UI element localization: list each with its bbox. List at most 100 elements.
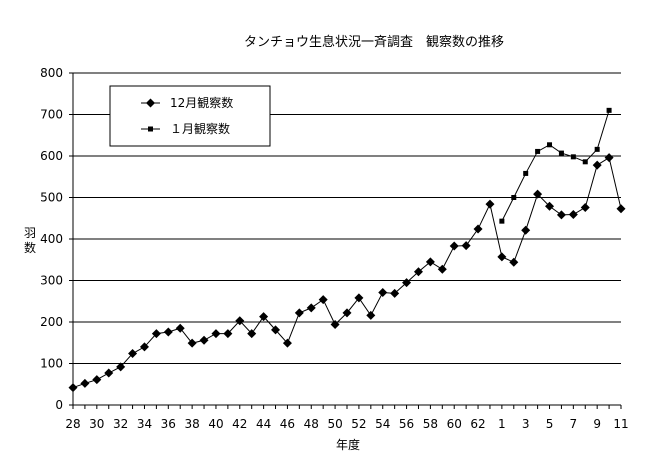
data-point-series-1: [294, 308, 304, 318]
y-axis-label: 羽数: [24, 226, 36, 255]
x-tick-label: 58: [423, 417, 438, 431]
data-point-series-1: [175, 323, 185, 333]
data-point-series-1: [318, 295, 328, 305]
data-point-series-1: [271, 325, 281, 335]
x-tick-label: 1: [498, 417, 506, 431]
data-point-series-1: [342, 308, 352, 318]
data-point-series-1: [80, 378, 90, 388]
x-axis-label: 年度: [336, 437, 360, 452]
data-point-series-1: [366, 310, 376, 320]
x-tick-label: 56: [399, 417, 414, 431]
data-point-series-1: [306, 303, 316, 313]
data-point-series-1: [116, 362, 126, 372]
chart-title: タンチョウ生息状況一斉調査 観察数の推移: [244, 34, 504, 50]
data-point-series-1: [151, 329, 161, 339]
data-point-series-1: [413, 267, 423, 277]
legend-box: [109, 85, 271, 147]
data-point-series-1: [390, 288, 400, 298]
data-point-series-1: [354, 293, 364, 303]
x-tick-label: 44: [256, 417, 271, 431]
data-point-series-1: [533, 189, 543, 199]
y-tick-label: 200: [40, 315, 63, 329]
data-point-series-1: [139, 342, 149, 352]
data-point-series-1: [211, 329, 221, 339]
x-tick-labels: 28 30 32 34 36 38 40 42 44 46 48 50 52 54 56 58 60 62 1 3 5 7…: [65, 417, 628, 431]
data-point-series-1: [330, 319, 340, 329]
data-point-series-1: [187, 338, 197, 348]
data-point-series-2: [594, 146, 600, 152]
x-tick-label: 3: [522, 417, 530, 431]
y-tick-label: 800: [40, 66, 63, 80]
x-tick-label: 48: [304, 417, 319, 431]
data-point-series-1: [568, 210, 578, 220]
x-tick-label: 40: [208, 417, 223, 431]
x-tick-label: 54: [375, 417, 390, 431]
data-point-series-1: [616, 204, 626, 214]
data-point-series-2: [570, 154, 576, 160]
data-point-series-2: [582, 159, 588, 165]
data-point-series-1: [104, 368, 114, 378]
x-tick-label: 42: [232, 417, 247, 431]
x-tick-label: 36: [161, 417, 176, 431]
y-tick-label: 600: [40, 149, 63, 163]
x-tick-label: 11: [613, 417, 628, 431]
x-tick-label: 28: [65, 417, 80, 431]
axes: [69, 72, 622, 409]
data-point-series-1: [199, 335, 209, 345]
data-point-series-1: [378, 288, 388, 298]
data-point-series-1: [128, 349, 138, 359]
data-point-series-1: [402, 278, 412, 288]
x-tick-label: 9: [593, 417, 601, 431]
x-tick-label: 5: [546, 417, 554, 431]
data-point-series-1: [282, 338, 292, 348]
x-tick-label: 50: [327, 417, 342, 431]
x-tick-label: 34: [137, 417, 152, 431]
x-tick-label: 52: [351, 417, 366, 431]
data-point-series-2: [511, 195, 517, 200]
y-tick-label: 0: [55, 398, 63, 412]
data-point-series-1: [425, 257, 435, 267]
x-tick-label: 46: [280, 417, 295, 431]
y-tick-label: 700: [40, 108, 63, 122]
data-point-series-1: [473, 224, 483, 234]
data-point-series-1: [449, 241, 459, 251]
data-point-series-1: [461, 241, 471, 251]
data-point-series-1: [223, 329, 233, 339]
data-point-series-1: [545, 201, 555, 211]
data-point-series-2: [606, 107, 612, 113]
data-point-series-1: [556, 210, 566, 220]
data-point-series-1: [247, 329, 257, 339]
y-tick-label: 100: [40, 357, 63, 371]
legend-label: １月観察数: [170, 121, 230, 136]
series-markers: [68, 107, 626, 393]
legend-marker: [148, 126, 153, 132]
series-line-2: [501, 110, 610, 222]
data-point-series-1: [68, 383, 78, 393]
data-point-series-2: [499, 218, 505, 224]
data-point-series-1: [235, 316, 245, 326]
data-point-series-1: [509, 257, 519, 267]
data-point-series-1: [163, 327, 173, 337]
x-tick-label: 62: [470, 417, 485, 431]
y-tick-labels: 0 100 200 300 400 500 600 700 800: [40, 66, 63, 412]
data-point-series-1: [485, 199, 495, 209]
y-axis-label-char: 数: [24, 240, 36, 255]
x-tick-label: 38: [184, 417, 199, 431]
data-point-series-1: [92, 375, 102, 385]
data-point-series-2: [535, 148, 541, 154]
y-tick-label: 500: [40, 191, 63, 205]
data-point-series-2: [523, 170, 529, 176]
legend-marker: [146, 98, 155, 108]
data-point-series-2: [547, 142, 553, 148]
x-tick-label: 30: [89, 417, 104, 431]
data-point-series-1: [437, 264, 447, 274]
y-tick-label: 300: [40, 274, 63, 288]
y-tick-label: 400: [40, 232, 63, 246]
x-tick-label: 7: [570, 417, 578, 431]
legend: 12月観察数 １月観察数: [109, 85, 271, 147]
y-axis-label-char: 羽: [24, 226, 36, 240]
data-point-series-1: [580, 202, 590, 212]
data-point-series-1: [259, 312, 269, 322]
data-point-series-1: [497, 252, 507, 262]
